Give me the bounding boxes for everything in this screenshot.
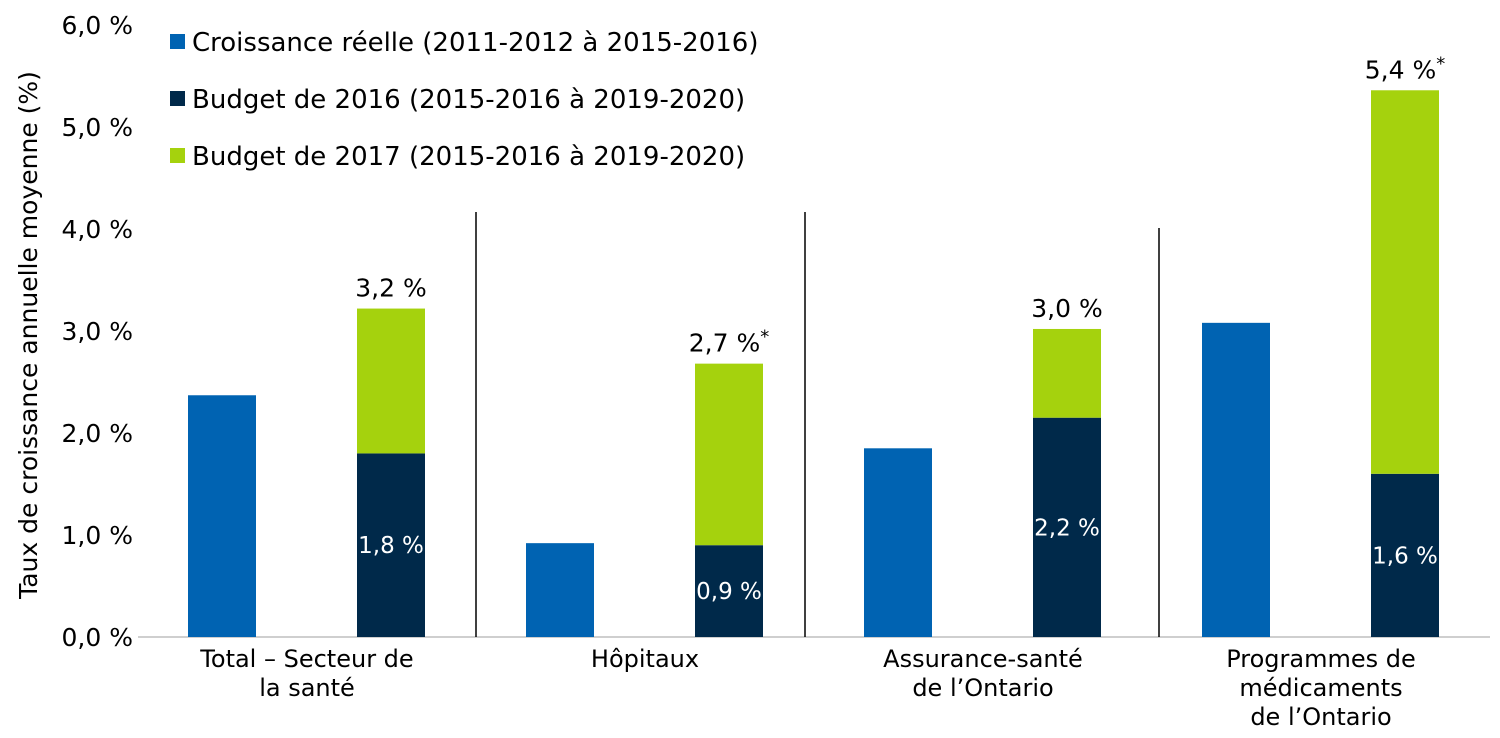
- bar-budget-2016: [695, 545, 763, 637]
- data-labels: 1,8 % 3,2 % 0,9 % 2,7 %* 2,2 % 3,0 % 1,6 % 5,4 …: [355, 53, 1445, 605]
- bar-budget-2016: [1033, 417, 1101, 637]
- y-tick-label: 6,0 %: [62, 11, 133, 40]
- category-label: Hôpitaux: [591, 645, 699, 673]
- bar-croissance-reelle: [1202, 322, 1270, 637]
- y-tick-label: 1,0 %: [62, 521, 133, 550]
- legend: Croissance réelle (2011-2012 à 2015-2016…: [170, 28, 758, 172]
- legend-swatch: [170, 148, 185, 163]
- y-tick-label: 2,0 %: [62, 419, 133, 448]
- y-tick-label: 5,0 %: [62, 113, 133, 142]
- y-tick-label: 3,0 %: [62, 317, 133, 346]
- total-value-label: 3,2 %: [355, 274, 426, 303]
- y-tick-label: 4,0 %: [62, 215, 133, 244]
- bar-croissance-reelle: [526, 543, 594, 637]
- category-label: Assurance-santé: [883, 645, 1083, 673]
- category-label: Total – Secteur de: [199, 645, 413, 673]
- legend-swatch: [170, 91, 185, 106]
- budget-2016-value-label: 0,9 %: [696, 579, 762, 605]
- category-label: la santé: [259, 674, 355, 702]
- bar-budget-2016: [1371, 473, 1439, 637]
- bar-budget-2017: [695, 363, 763, 546]
- bars: [188, 90, 1439, 637]
- category-label: Programmes de: [1226, 645, 1416, 673]
- y-axis-title: Taux de croissance annuelle moyenne (%): [14, 71, 43, 600]
- legend-swatch: [170, 34, 185, 49]
- bar-budget-2017: [1371, 90, 1439, 474]
- category-label: de l’Ontario: [912, 674, 1053, 702]
- bar-croissance-reelle: [864, 448, 932, 637]
- total-value-label: 2,7 %*: [689, 327, 769, 358]
- bar-budget-2017: [1033, 328, 1101, 418]
- y-tick-label: 0,0 %: [62, 623, 133, 652]
- bar-budget-2016: [357, 453, 425, 637]
- bar-croissance-reelle: [188, 395, 256, 637]
- legend-label: Croissance réelle (2011-2012 à 2015-2016…: [192, 28, 758, 58]
- total-value-label: 3,0 %: [1031, 294, 1102, 323]
- budget-2016-value-label: 2,2 %: [1034, 515, 1100, 541]
- bar-budget-2017: [357, 308, 425, 454]
- category-label: de l’Ontario: [1250, 703, 1391, 731]
- legend-label: Budget de 2016 (2015-2016 à 2019-2020): [192, 85, 745, 115]
- total-value-label: 5,4 %*: [1365, 53, 1445, 84]
- budget-2016-value-label: 1,6 %: [1372, 543, 1438, 569]
- group-separators: [475, 212, 1160, 637]
- budget-2016-value-label: 1,8 %: [358, 533, 424, 559]
- legend-label: Budget de 2017 (2015-2016 à 2019-2020): [192, 142, 745, 172]
- category-label: médicaments: [1239, 674, 1402, 702]
- y-axis: 0,0 % 1,0 % 2,0 % 3,0 % 4,0 % 5,0 % 6,0 %: [62, 11, 1490, 652]
